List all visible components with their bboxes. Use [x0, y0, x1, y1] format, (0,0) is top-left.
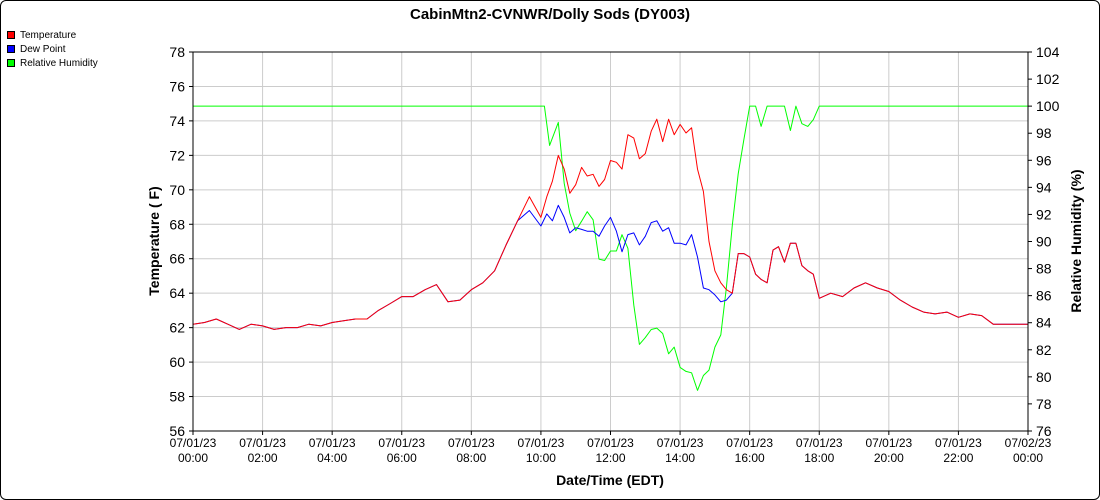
y2-tick-label: 104	[1036, 44, 1060, 60]
legend-label-dew-point: Dew Point	[20, 43, 66, 55]
y-tick-label: 66	[169, 251, 185, 267]
x-axis-label: Date/Time (EDT)	[556, 472, 664, 488]
x-tick-label-time: 00:00	[178, 451, 208, 465]
y2-tick-label: 94	[1036, 179, 1052, 195]
x-tick-label-date: 07/01/23	[518, 436, 565, 450]
y-tick-label: 56	[169, 423, 185, 439]
y2-tick-label: 84	[1036, 315, 1052, 331]
y-tick-label: 72	[169, 147, 185, 163]
x-tick-label-time: 06:00	[387, 451, 417, 465]
y-tick-label: 74	[169, 113, 185, 129]
x-tick-label-date: 07/01/23	[657, 436, 704, 450]
y2-tick-label: 76	[1036, 423, 1052, 439]
y2-tick-label: 96	[1036, 152, 1052, 168]
y2-tick-label: 80	[1036, 369, 1052, 385]
series-line-temperature	[192, 118, 1028, 330]
legend-item-temperature: Temperature	[7, 28, 98, 42]
y2-tick-label: 78	[1036, 396, 1052, 412]
chart-title: CabinMtn2-CVNWR/Dolly Sods (DY003)	[410, 6, 690, 23]
x-tick-label-time: 18:00	[804, 451, 834, 465]
x-tick-label-date: 07/01/23	[448, 436, 495, 450]
x-tick-label-time: 14:00	[665, 451, 695, 465]
x-tick-label-time: 00:00	[1013, 451, 1043, 465]
y-tick-label: 60	[169, 354, 185, 370]
x-tick-label-date: 07/01/23	[309, 436, 356, 450]
legend-label-relative-humidity: Relative Humidity	[20, 57, 98, 69]
x-tick-label-date: 07/01/23	[726, 436, 773, 450]
x-tick-label-time: 08:00	[456, 451, 486, 465]
y-axis-label: Temperature ( F)	[146, 186, 162, 295]
x-tick-label-date: 07/02/23	[1005, 436, 1052, 450]
legend-swatch-relative-humidity	[7, 59, 15, 67]
y2-tick-label: 86	[1036, 288, 1052, 304]
y2-tick-label: 90	[1036, 234, 1052, 250]
left-axis: 56 58 60 62 64 66 68 70 72 74 76 78	[169, 44, 193, 439]
y-tick-label: 76	[169, 78, 185, 94]
x-axis: 07/01/2300:0007/01/2302:0007/01/2304:000…	[170, 431, 1052, 465]
y2-tick-label: 100	[1036, 98, 1060, 114]
y2-tick-label: 98	[1036, 125, 1052, 141]
legend-item-dew-point: Dew Point	[7, 42, 98, 56]
x-tick-label-date: 07/01/23	[865, 436, 912, 450]
x-tick-label-date: 07/01/23	[935, 436, 982, 450]
x-tick-label-time: 22:00	[943, 451, 973, 465]
x-tick-label-date: 07/01/23	[378, 436, 425, 450]
legend-swatch-temperature	[7, 31, 15, 39]
y2-tick-label: 102	[1036, 71, 1060, 87]
series-lines	[192, 105, 1028, 391]
legend-swatch-dew-point	[7, 45, 15, 53]
x-tick-label-time: 12:00	[595, 451, 625, 465]
x-tick-label-time: 20:00	[874, 451, 904, 465]
legend-label-temperature: Temperature	[20, 29, 77, 41]
y2-tick-label: 88	[1036, 261, 1052, 277]
y2-tick-label: 92	[1036, 206, 1052, 222]
x-tick-label-time: 02:00	[248, 451, 278, 465]
x-tick-label-date: 07/01/23	[170, 436, 217, 450]
y-tick-label: 58	[169, 389, 185, 405]
legend: Temperature Dew Point Relative Humidity	[7, 28, 98, 70]
legend-item-relative-humidity: Relative Humidity	[7, 56, 98, 70]
x-tick-label-time: 04:00	[317, 451, 347, 465]
y-tick-label: 78	[169, 44, 185, 60]
y-tick-label: 70	[169, 182, 185, 198]
right-axis: 76 78 80 82 84 86 88 90 92 94 96 98 100 102 104	[1028, 44, 1060, 439]
y2-tick-label: 82	[1036, 342, 1052, 358]
x-tick-label-date: 07/01/23	[587, 436, 634, 450]
y-tick-label: 68	[169, 216, 185, 232]
series-line-relative-humidity	[193, 105, 1028, 391]
x-tick-label-time: 10:00	[526, 451, 556, 465]
x-tick-label-date: 07/01/23	[239, 436, 286, 450]
y2-axis-label: Relative Humidity (%)	[1068, 169, 1084, 312]
y-tick-label: 62	[169, 320, 185, 336]
x-tick-label-date: 07/01/23	[796, 436, 843, 450]
grid-lines	[192, 51, 1029, 432]
x-tick-label-time: 16:00	[735, 451, 765, 465]
y-tick-label: 64	[169, 285, 185, 301]
